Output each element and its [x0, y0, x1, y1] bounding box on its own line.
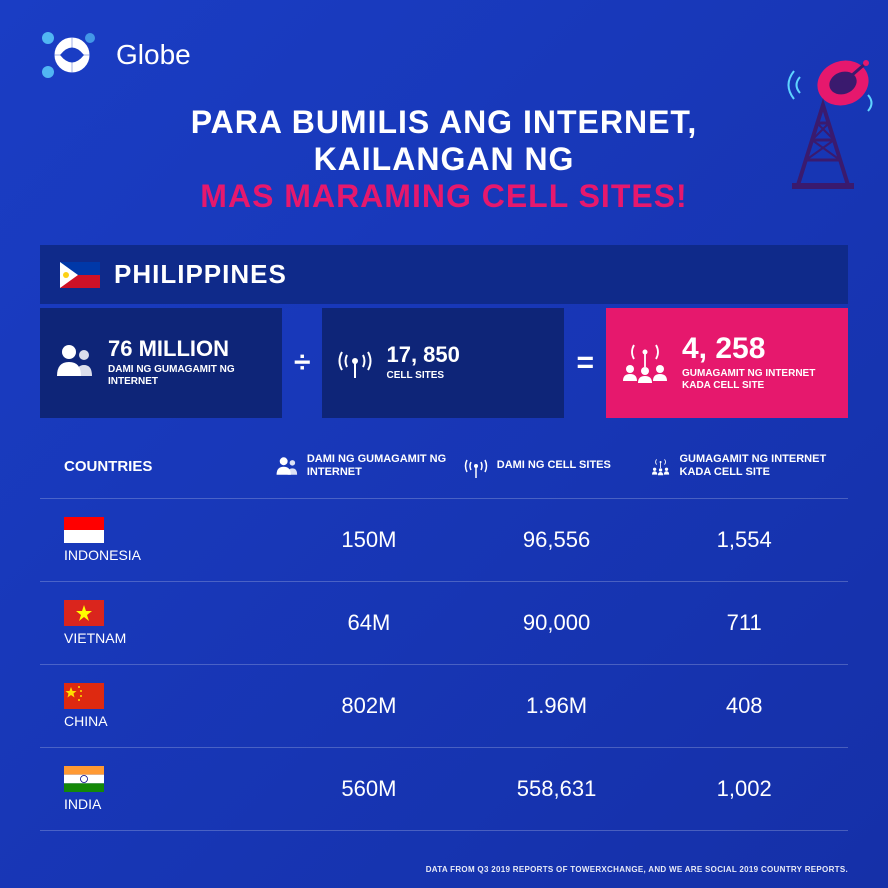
cell-percellsite: 408: [650, 693, 838, 719]
philippines-header: PHILIPPINES: [40, 245, 848, 304]
table-row: VIETNAM 64M 90,000 711: [40, 582, 848, 665]
cellsites-label: CELL SITES: [386, 370, 459, 382]
cell-users: 150M: [275, 527, 463, 553]
table-row: INDONESIA 150M 96,556 1,554: [40, 499, 848, 582]
table-row: INDIA 560M 558,631 1,002: [40, 748, 848, 831]
th-cellsites: DAMI NG CELL SITES: [463, 453, 651, 479]
cell-users: 560M: [275, 776, 463, 802]
divide-operator: ÷: [288, 308, 316, 418]
cell-percellsite: 1,554: [650, 527, 838, 553]
country-cell-china: CHINA: [50, 683, 275, 729]
flag-india-icon: [64, 766, 104, 792]
brand-name: Globe: [116, 39, 191, 71]
country-cell-indonesia: INDONESIA: [50, 517, 275, 563]
country-cell-vietnam: VIETNAM: [50, 600, 275, 646]
th-percellsite: GUMAGAMIT NG INTERNET KADA CELL SITE: [650, 452, 838, 480]
countries-table: COUNTRIES DAMI NG GUMAGAMIT NG INTERNET …: [40, 434, 848, 831]
headline-line-3: MAS MARAMING CELL SITES!: [40, 178, 848, 215]
antenna-icon: [336, 342, 374, 385]
footer-attribution: DATA FROM Q3 2019 REPORTS OF TOWERXCHANG…: [426, 865, 848, 874]
th-users: DAMI NG GUMAGAMIT NG INTERNET: [275, 453, 463, 479]
headline-line-2: KAILANGAN NG: [40, 141, 848, 178]
philippines-label: PHILIPPINES: [114, 259, 287, 290]
users-box: 76 MILLION DAMI NG GUMAGAMIT NG INTERNET: [40, 308, 282, 418]
philippines-section: PHILIPPINES 76 MILLION DAMI NG GUMAGAMIT…: [40, 245, 848, 418]
result-label: GUMAGAMIT NG INTERNET KADA CELL SITE: [682, 368, 834, 392]
flag-china-icon: [64, 683, 104, 709]
flag-indonesia-icon: [64, 517, 104, 543]
cell-percellsite: 1,002: [650, 776, 838, 802]
cellsites-value: 17, 850: [386, 344, 459, 366]
headline: PARA BUMILIS ANG INTERNET, KAILANGAN NG …: [40, 104, 848, 215]
cell-cellsites: 96,556: [463, 527, 651, 553]
result-box: 4, 258 GUMAGAMIT NG INTERNET KADA CELL S…: [606, 308, 848, 418]
cellsites-box: 17, 850 CELL SITES: [322, 308, 564, 418]
cell-percellsite: 711: [650, 610, 838, 636]
users-value: 76 MILLION: [108, 338, 268, 360]
table-row: CHINA 802M 1.96M 408: [40, 665, 848, 748]
th-countries: COUNTRIES: [50, 458, 275, 475]
flag-philippines-icon: [60, 262, 100, 288]
users-icon: [54, 342, 96, 385]
cell-users: 802M: [275, 693, 463, 719]
cell-cellsites: 90,000: [463, 610, 651, 636]
table-header: COUNTRIES DAMI NG GUMAGAMIT NG INTERNET …: [40, 434, 848, 499]
users-per-tower-icon: [620, 339, 670, 388]
equals-operator: =: [570, 308, 600, 418]
result-value: 4, 258: [682, 334, 834, 364]
equation-row: 76 MILLION DAMI NG GUMAGAMIT NG INTERNET…: [40, 308, 848, 418]
brand-logo-row: Globe: [40, 30, 848, 80]
flag-vietnam-icon: [64, 600, 104, 626]
users-label: DAMI NG GUMAGAMIT NG INTERNET: [108, 364, 268, 388]
cell-users: 64M: [275, 610, 463, 636]
headline-line-1: PARA BUMILIS ANG INTERNET,: [40, 104, 848, 141]
country-cell-india: INDIA: [50, 766, 275, 812]
cell-cellsites: 558,631: [463, 776, 651, 802]
cell-cellsites: 1.96M: [463, 693, 651, 719]
globe-logo-icon: [40, 30, 104, 80]
